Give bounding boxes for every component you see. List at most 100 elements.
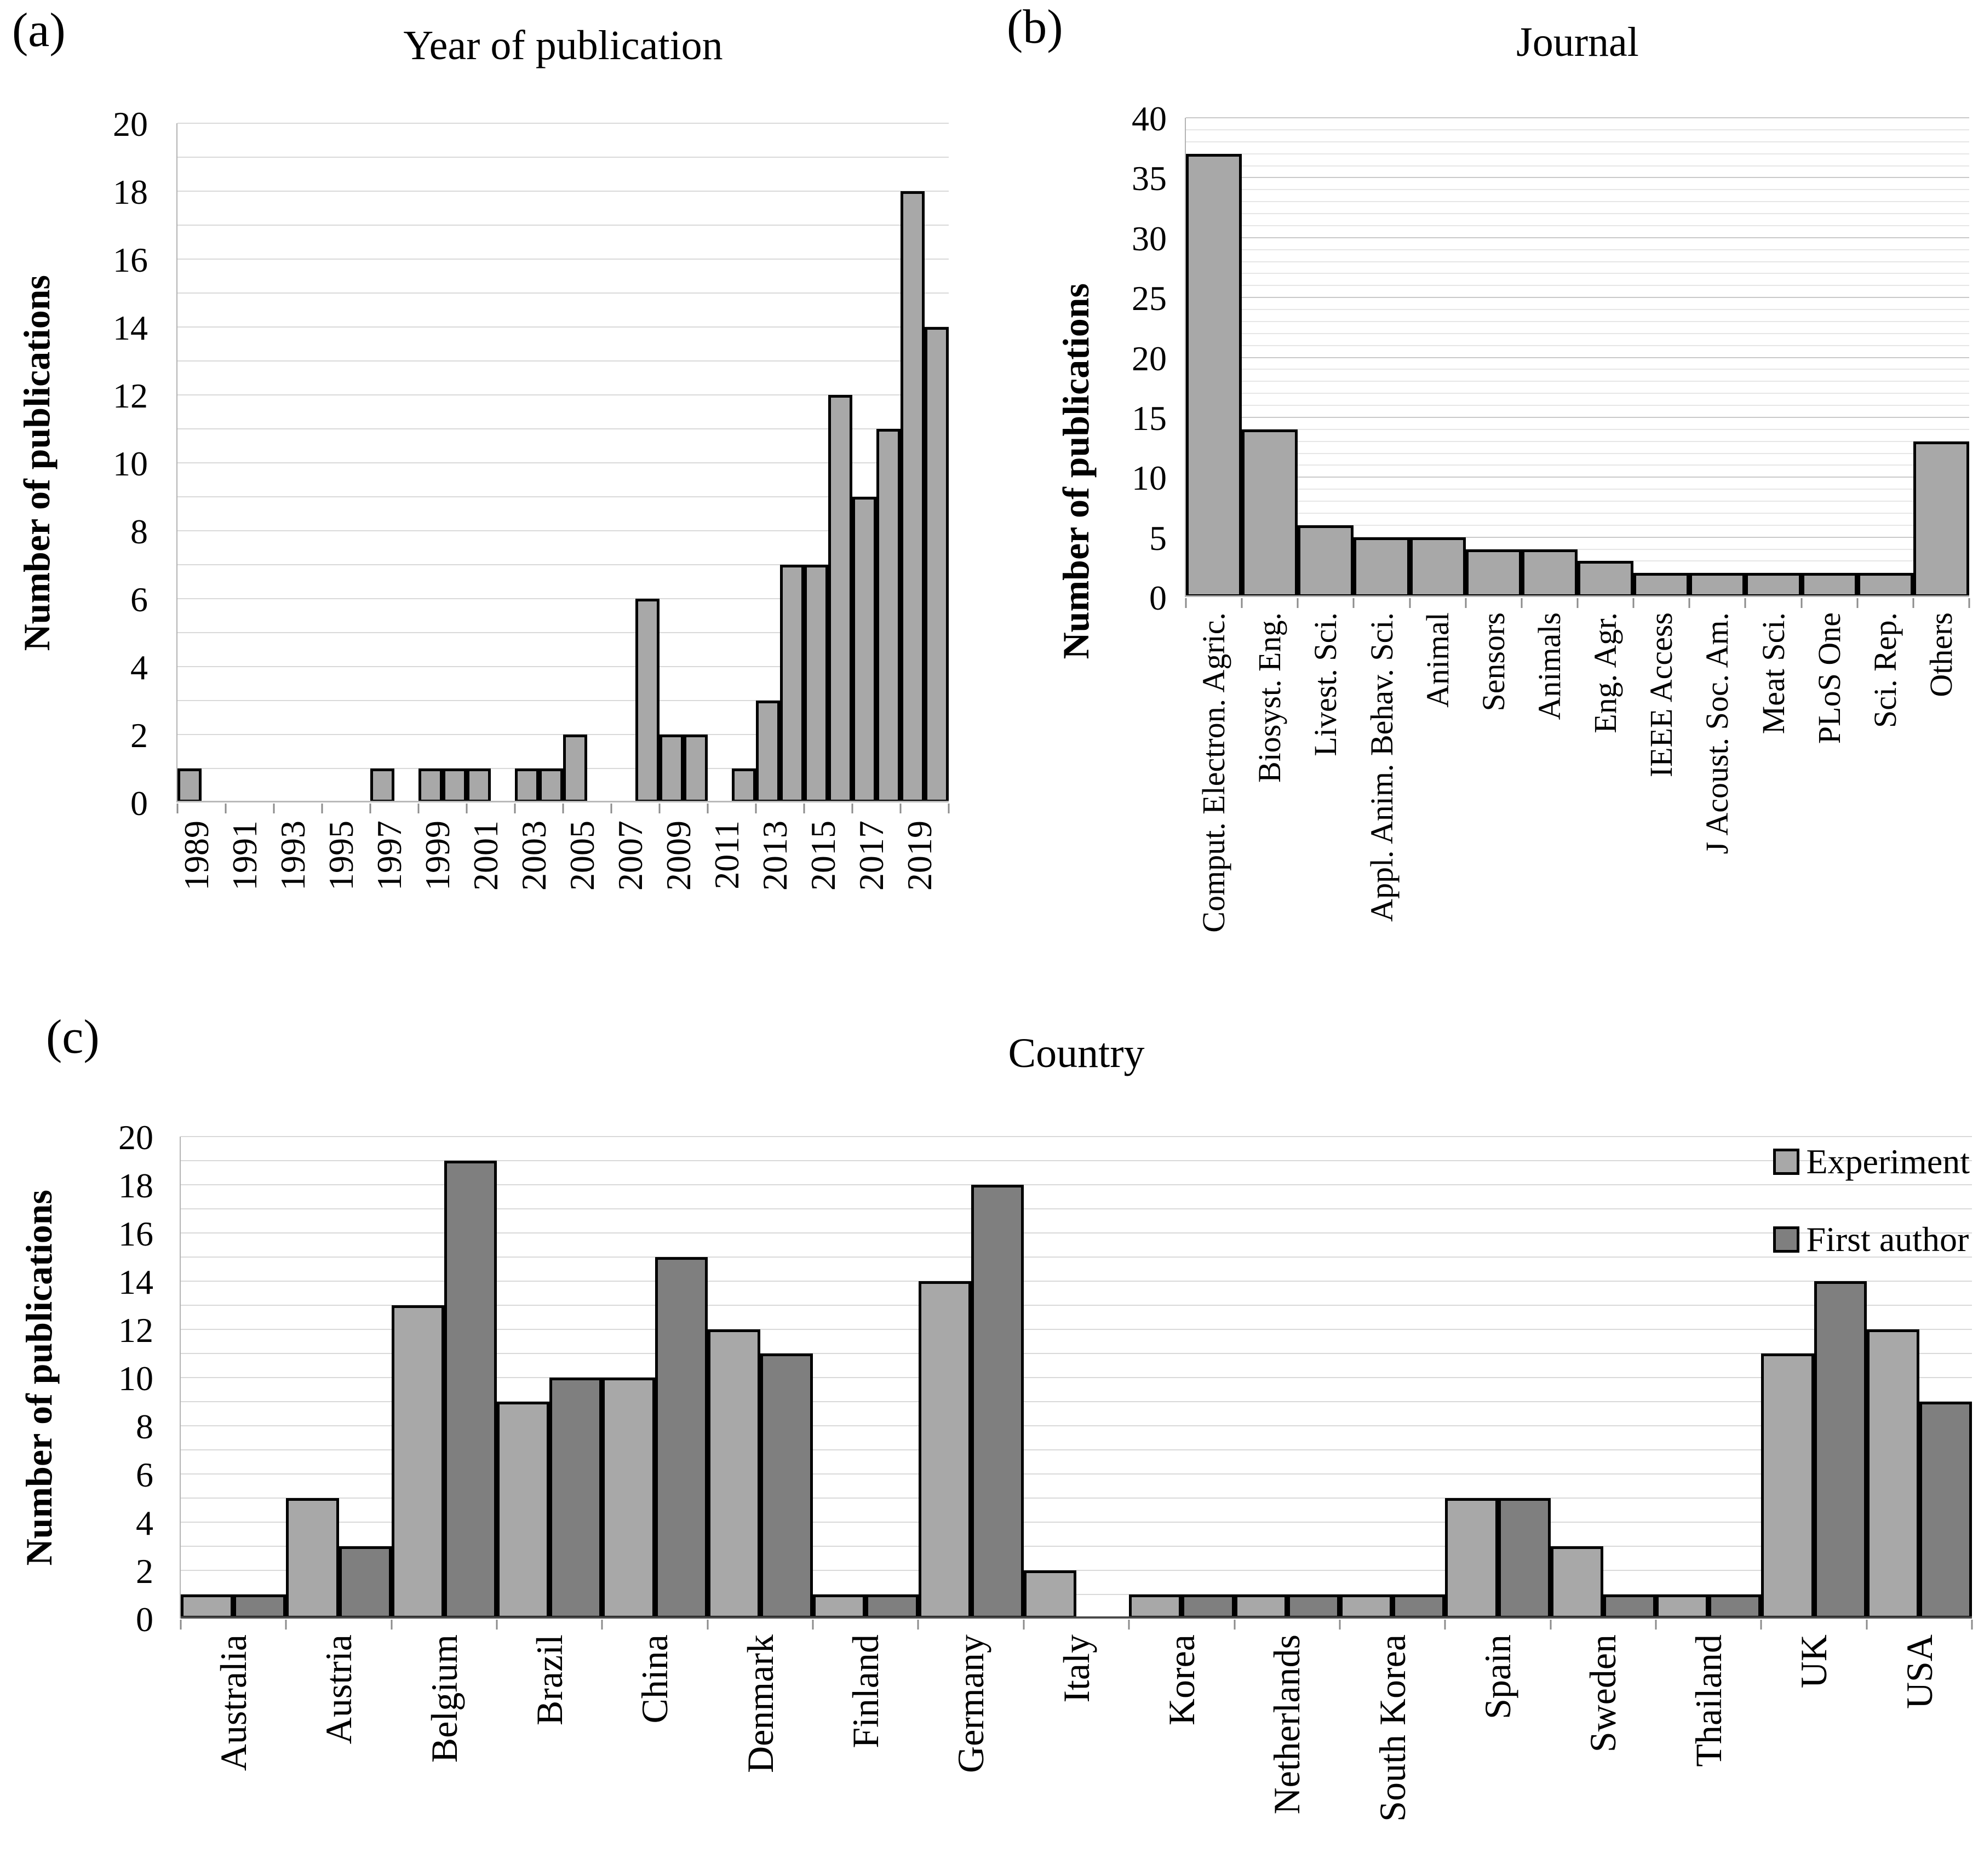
gridline — [181, 1208, 1972, 1209]
bar — [1761, 1353, 1814, 1619]
bars — [181, 1137, 1972, 1619]
bar — [1339, 1594, 1393, 1619]
bar-cell — [1521, 118, 1578, 597]
x-axis-label: 2009 — [659, 821, 698, 891]
x-axis-tick — [1409, 598, 1411, 608]
bar-cell — [828, 123, 852, 802]
category-slot — [1023, 1137, 1129, 1619]
bar-cell — [732, 123, 756, 802]
y-tick-label: 20 — [1132, 339, 1167, 378]
y-tick-label: 8 — [130, 512, 148, 551]
bar — [1866, 1329, 1919, 1619]
x-label-cell: South Korea — [1340, 1626, 1445, 1872]
x-axis-tick — [180, 1620, 182, 1630]
category-slot — [828, 123, 852, 802]
x-axis-tick — [225, 804, 227, 813]
gridline — [1186, 477, 1969, 478]
x-axis-tick — [948, 804, 950, 813]
category-slot — [1866, 1137, 1972, 1619]
bar-cell — [865, 1137, 919, 1619]
bar-cell — [635, 123, 660, 802]
category-slot — [876, 123, 901, 802]
gridline — [181, 1232, 1972, 1234]
y-tick-label: 12 — [118, 1310, 153, 1350]
bar — [707, 1329, 760, 1619]
category-slot — [370, 123, 394, 802]
x-axis-label: 2003 — [514, 821, 553, 891]
x-axis-tick — [707, 1620, 709, 1630]
x-label-cell: 1989 — [177, 812, 216, 982]
gridline — [177, 632, 949, 633]
gridline — [181, 1377, 1972, 1378]
x-label-cell: 1999 — [418, 812, 457, 982]
bar — [602, 1378, 655, 1619]
gridline — [177, 428, 949, 429]
bar — [391, 1305, 444, 1619]
bar-cell — [587, 123, 611, 802]
x-label-cell: Spain — [1445, 1626, 1550, 1872]
category-slot — [635, 123, 660, 802]
gridline — [177, 191, 949, 192]
bar-cell — [1129, 1137, 1182, 1619]
x-label-cell: Others — [1913, 604, 1969, 998]
bar — [563, 735, 587, 802]
category-slot — [660, 123, 684, 802]
x-axis-labels-journal: Comput. Electron. Agric. Biosyst. Eng. Liv… — [1186, 604, 1969, 998]
y-tick-label: 2 — [130, 715, 148, 755]
x-axis-label: Biosyst. Eng. — [1252, 612, 1288, 783]
bar-cell — [780, 123, 804, 802]
category-slot — [298, 123, 322, 802]
x-axis-tick — [1352, 598, 1355, 608]
x-axis-tick — [1800, 598, 1803, 608]
x-label-cell: Livest. Sci. — [1298, 604, 1354, 998]
x-axis-label: 2005 — [563, 821, 601, 891]
x-label-cell: Meat Sci. — [1745, 604, 1801, 998]
x-axis-tick — [562, 804, 564, 813]
bar — [1129, 1594, 1182, 1619]
y-axis-line — [176, 123, 177, 802]
x-label-cell: Appl. Anim. Behav. Sci. — [1354, 604, 1409, 998]
bar-cell — [760, 1137, 813, 1619]
gridline — [1186, 153, 1969, 154]
x-label-cell — [216, 812, 226, 982]
category-slot — [813, 1137, 919, 1619]
category-slot — [1913, 118, 1969, 597]
bar-cell — [1287, 1137, 1340, 1619]
gridline — [1186, 512, 1969, 514]
x-label-cell: 2015 — [804, 812, 842, 982]
bar — [497, 1402, 550, 1619]
gridline — [1186, 416, 1969, 418]
category-slot — [780, 123, 804, 802]
gridline — [177, 496, 949, 497]
bar — [1392, 1594, 1446, 1619]
x-label-cell: Australia — [181, 1626, 286, 1872]
bar-cell — [1186, 118, 1242, 597]
category-slot — [394, 123, 418, 802]
bar-cell — [876, 123, 901, 802]
x-axis-tick — [1655, 1620, 1657, 1630]
bar-cell — [1919, 1137, 1972, 1619]
y-axis-tick-labels: 0 2 4 6 8 10 12 14 16 18 20 — [36, 1120, 153, 1637]
bar-cell — [497, 1137, 550, 1619]
x-axis-tick — [1550, 1620, 1552, 1630]
gridline — [181, 1305, 1972, 1306]
x-label-cell: Belgium — [392, 1626, 497, 1872]
bar-cell — [418, 123, 443, 802]
bar-cell — [1866, 1137, 1919, 1619]
gridline — [177, 123, 949, 124]
gridline — [177, 326, 949, 328]
gridline — [177, 462, 949, 463]
x-axis-labels-country: Australia Austria Belgium Brazil China Denmar… — [181, 1626, 1972, 1872]
bar — [1023, 1570, 1077, 1619]
x-label-cell: Korea — [1129, 1626, 1234, 1872]
category-slot — [732, 123, 756, 802]
x-label-cell — [409, 812, 418, 982]
bar-cell — [1354, 118, 1410, 597]
x-label-cell — [650, 812, 660, 982]
y-tick-label: 6 — [130, 580, 148, 619]
legend-entry: First author — [1773, 1222, 1970, 1257]
x-label-cell: Sweden — [1551, 1626, 1656, 1872]
x-axis-tick — [1297, 598, 1299, 608]
y-tick-label: 2 — [136, 1551, 153, 1591]
bar-cell — [756, 123, 780, 802]
